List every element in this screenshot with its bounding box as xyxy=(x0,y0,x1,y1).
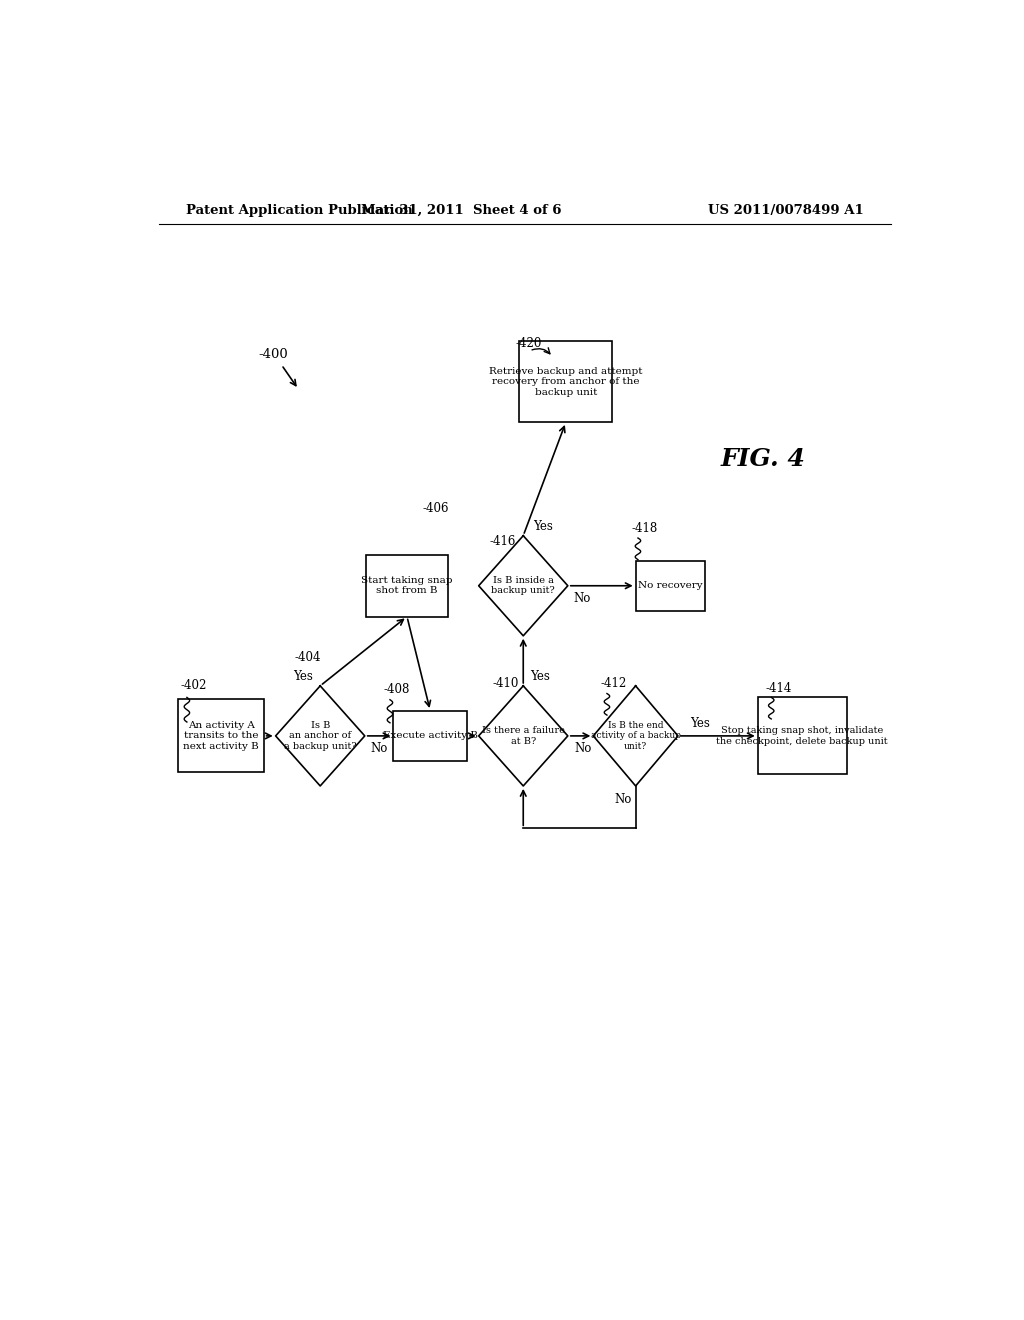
Text: -410: -410 xyxy=(493,677,518,690)
Bar xyxy=(367,554,447,616)
Text: No: No xyxy=(573,591,591,605)
Polygon shape xyxy=(593,686,678,785)
Text: Start taking snap
shot from B: Start taking snap shot from B xyxy=(361,576,453,595)
Text: Patent Application Publication: Patent Application Publication xyxy=(186,205,413,218)
Bar xyxy=(519,342,612,422)
Text: Yes: Yes xyxy=(690,717,710,730)
Polygon shape xyxy=(478,686,568,785)
Text: No: No xyxy=(370,742,387,755)
Polygon shape xyxy=(478,536,568,636)
Text: Yes: Yes xyxy=(532,520,553,533)
Text: -408: -408 xyxy=(384,684,411,696)
Text: -400: -400 xyxy=(258,348,288,362)
Text: An activity A
transits to the
next activity B: An activity A transits to the next activ… xyxy=(183,721,259,751)
Text: -420: -420 xyxy=(515,337,542,350)
Text: -412: -412 xyxy=(601,677,627,690)
Text: -414: -414 xyxy=(765,681,792,694)
Text: No: No xyxy=(574,742,592,755)
Text: -418: -418 xyxy=(632,521,658,535)
Bar xyxy=(758,697,847,775)
Text: -404: -404 xyxy=(295,651,322,664)
Bar xyxy=(178,700,263,772)
Text: Is B the end
activity of a backup
unit?: Is B the end activity of a backup unit? xyxy=(591,721,681,751)
Text: US 2011/0078499 A1: US 2011/0078499 A1 xyxy=(709,205,864,218)
Text: FIG. 4: FIG. 4 xyxy=(721,446,806,471)
Text: Mar. 31, 2011  Sheet 4 of 6: Mar. 31, 2011 Sheet 4 of 6 xyxy=(361,205,561,218)
Text: Stop taking snap shot, invalidate
the checkpoint, delete backup unit: Stop taking snap shot, invalidate the ch… xyxy=(717,726,888,746)
Text: Yes: Yes xyxy=(530,671,550,684)
Bar xyxy=(393,711,467,760)
Text: Is there a failure
at B?: Is there a failure at B? xyxy=(482,726,564,746)
Text: -416: -416 xyxy=(489,535,516,548)
Text: -402: -402 xyxy=(180,680,207,693)
Text: No: No xyxy=(614,793,632,807)
Bar xyxy=(636,561,706,611)
Text: Is B
an anchor of
a backup unit?: Is B an anchor of a backup unit? xyxy=(284,721,356,751)
Polygon shape xyxy=(275,686,365,785)
Text: -406: -406 xyxy=(423,502,449,515)
Text: Retrieve backup and attempt
recovery from anchor of the
backup unit: Retrieve backup and attempt recovery fro… xyxy=(489,367,643,396)
Text: Yes: Yes xyxy=(293,671,313,684)
Text: Execute activity B: Execute activity B xyxy=(383,731,478,741)
Text: No recovery: No recovery xyxy=(638,581,702,590)
Text: Is B inside a
backup unit?: Is B inside a backup unit? xyxy=(492,576,555,595)
